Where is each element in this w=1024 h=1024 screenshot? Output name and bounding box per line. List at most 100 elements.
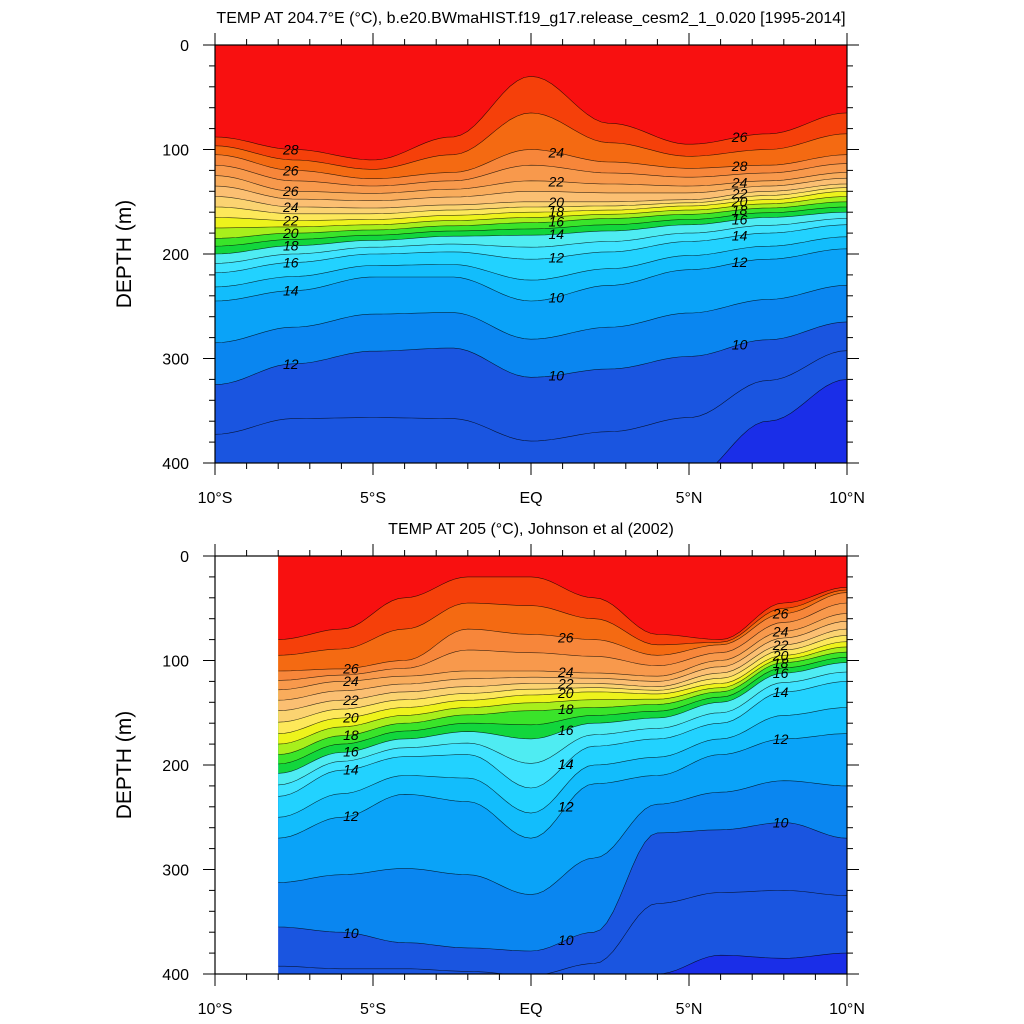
isotherm-16C [215, 211, 847, 255]
isotherm-26C [278, 592, 847, 672]
contour-label-26: 26 [731, 129, 748, 145]
contour-label-16: 16 [773, 665, 789, 681]
contour-label-28: 28 [282, 142, 299, 158]
contour-label-18: 18 [773, 655, 789, 671]
x-tick-label: EQ [519, 1001, 542, 1018]
contour-label-20: 20 [282, 225, 299, 241]
isotherm-8C [716, 379, 847, 463]
y-tick-label: 0 [180, 549, 189, 566]
contour-label-18: 18 [283, 238, 299, 254]
isotherm-27C [278, 589, 847, 656]
contour-label-18: 18 [343, 727, 359, 743]
x-tick-label: 10°N [829, 1001, 865, 1018]
contour-label-16: 16 [343, 744, 359, 760]
x-tick-label: 5°N [676, 1001, 703, 1018]
contour-label-26: 26 [557, 629, 574, 645]
isotherm-22C [278, 628, 847, 711]
contour-label-10: 10 [549, 367, 565, 383]
isotherm-23C [215, 177, 847, 201]
x-tick-label: 5°S [360, 1001, 386, 1018]
y-axis: 0 100 200 300 400 [162, 549, 859, 984]
x-tick-label: 10°S [198, 490, 233, 507]
contour-labels: 2624222018161412101214262422201816141210… [342, 606, 788, 948]
contour-label-22: 22 [731, 186, 748, 202]
contour-label-24: 24 [731, 174, 748, 190]
isotherm-25C [215, 163, 847, 187]
x-tick-label: 10°S [198, 1001, 233, 1018]
isotherm-21C [215, 187, 847, 215]
isotherm-12C [215, 248, 847, 302]
isotherm-8C [653, 952, 847, 974]
contour-label-24: 24 [282, 199, 299, 215]
isotherm-21C [278, 635, 847, 723]
y-tick-label: 200 [162, 758, 189, 775]
x-tick-label: 10°N [829, 490, 865, 507]
y-tick-label: 400 [162, 456, 189, 473]
contour-label-12: 12 [283, 356, 299, 372]
isotherm-24C [215, 172, 847, 194]
isotherm-14C [278, 681, 847, 797]
contour-label-24: 24 [342, 673, 359, 689]
y-tick-label: 200 [162, 247, 189, 264]
contour-label-12: 12 [732, 254, 748, 270]
contour-label-16: 16 [558, 722, 574, 738]
contour-label-22: 22 [548, 174, 565, 190]
contour-label-20: 20 [557, 685, 574, 701]
isotherm-14C [215, 224, 847, 274]
chart-title: TEMP AT 204.7°E (°C), b.e20.BWmaHIST.f19… [216, 10, 845, 27]
y-tick-label: 400 [162, 967, 189, 984]
chart-panel-1: 2826262422201816141210101214161820222426… [113, 10, 865, 507]
isotherm-11C [278, 780, 847, 895]
isotherm-20C [278, 641, 847, 734]
contour-label-14: 14 [343, 762, 359, 778]
contour-label-22: 22 [282, 213, 299, 229]
x-axis: 10°S 5°S EQ 5°N 10°N [198, 33, 865, 507]
contour-label-28: 28 [731, 158, 748, 174]
isotherm-19C [278, 646, 847, 745]
chart-title: TEMP AT 205 (°C), Johnson et al (2002) [388, 521, 674, 538]
isotherm-9C [215, 350, 847, 442]
isotherm-17C [215, 206, 847, 247]
contour-label-24: 24 [772, 623, 789, 639]
x-tick-label: EQ [519, 490, 542, 507]
contour-label-10: 10 [343, 925, 359, 941]
isotherm-12C [278, 733, 847, 839]
contour-label-26: 26 [282, 162, 299, 178]
isotherm-28C [215, 75, 847, 161]
temperature-field [278, 556, 847, 974]
band-above-28C [278, 556, 847, 640]
isotherm-13C [215, 236, 847, 288]
isotherm-18C [278, 651, 847, 755]
isotherm-24C [278, 613, 847, 691]
contour-label-14: 14 [732, 228, 748, 244]
contour-label-26: 26 [342, 660, 359, 676]
y-tick-label: 0 [180, 38, 189, 55]
y-axis: 0 100 200 300 400 [162, 38, 859, 473]
temperature-field [215, 45, 847, 463]
y-tick-label: 300 [162, 863, 189, 880]
contour-label-26: 26 [772, 606, 789, 622]
isotherm-25C [278, 602, 847, 681]
contour-label-10: 10 [549, 289, 565, 305]
isotherm-27C [215, 112, 847, 170]
contour-label-24: 24 [548, 144, 565, 160]
contour-label-12: 12 [549, 250, 565, 266]
contour-label-18: 18 [549, 204, 565, 220]
contour-label-14: 14 [558, 756, 574, 772]
isotherm-10C [215, 321, 847, 385]
isotherm-10C [278, 822, 847, 952]
contour-label-18: 18 [558, 701, 574, 717]
y-tick-label: 100 [162, 654, 189, 671]
contour-label-22: 22 [772, 637, 789, 653]
y-axis-label: DEPTH (m) [113, 200, 136, 309]
isotherm-9C [278, 890, 847, 974]
isotherm-26C [215, 149, 847, 179]
isotherm-15C [215, 218, 847, 264]
isotherm-15C [278, 671, 847, 786]
isotherm-11C [215, 285, 847, 344]
contour-label-22: 22 [557, 676, 574, 692]
isotherm-22C [215, 183, 847, 209]
isotherm-16C [278, 662, 847, 774]
contour-label-14: 14 [558, 756, 574, 772]
